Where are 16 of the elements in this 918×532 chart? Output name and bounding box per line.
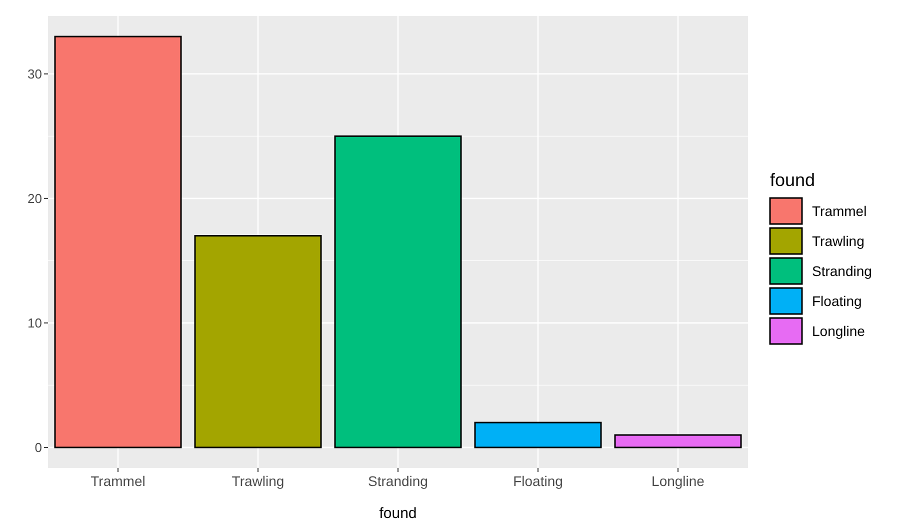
x-tick-label: Floating: [513, 473, 563, 489]
legend-label: Floating: [812, 292, 862, 309]
legend-label: Stranding: [812, 262, 872, 279]
x-tick-label: Trawling: [232, 473, 284, 489]
x-tick-label: Stranding: [368, 473, 428, 489]
y-tick-label: 10: [28, 315, 42, 330]
legend-label: Trawling: [812, 232, 864, 249]
y-tick-label: 20: [28, 190, 42, 206]
legend-title: found: [770, 170, 816, 190]
y-tick-label: 30: [28, 66, 42, 82]
x-tick-label: Longline: [652, 473, 705, 489]
x-tick-label: Trammel: [90, 473, 146, 489]
legend-label: Longline: [812, 322, 866, 339]
y-tick-label: 0: [34, 440, 42, 456]
legend-label: Trammel: [812, 202, 867, 219]
x-axis-title: found: [379, 505, 417, 522]
